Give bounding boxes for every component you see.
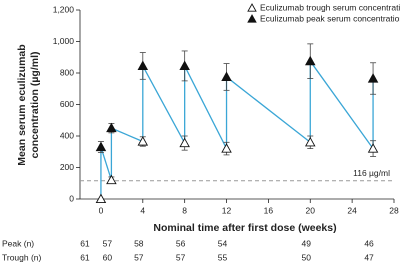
table-cell: 58 [134,238,144,248]
y-tick-label: 400 [60,130,74,140]
marker [221,71,232,81]
legend-marker [247,14,257,23]
table-cell: 54 [218,238,228,248]
table-cell: 55 [218,252,228,262]
marker [305,55,316,66]
x-tick-label: 8 [182,205,187,215]
series-line [100,146,113,181]
table-cell: 60 [103,252,113,262]
legend-label: Eculizumab peak serum concentration [260,13,400,23]
marker [179,137,190,148]
marker [95,141,107,152]
marker [106,174,117,185]
reference-label: 116 µg/ml [353,168,390,178]
y-tick-label: 200 [60,162,74,172]
y-tick-label: 1,200 [53,4,75,14]
x-tick-label: 20 [306,205,316,215]
y-tick-label: 800 [60,67,74,77]
table-cell: 46 [364,238,374,248]
marker [179,60,190,70]
table-cell: 56 [176,238,186,248]
marker [137,60,149,70]
table-cell: 49 [302,238,312,248]
marker [367,73,379,83]
table-cell: 61 [80,238,90,248]
x-axis-title: Nominal time after first dose (weeks) [153,222,336,234]
series-line [309,60,374,149]
marker [106,122,117,133]
marker [367,143,379,153]
x-tick-label: 12 [222,205,232,215]
legend-marker [247,3,257,12]
table-cell: 57 [134,252,144,262]
series-line [142,65,186,144]
table-cell: 50 [302,252,312,262]
series-line [111,127,144,143]
x-tick-label: 24 [347,205,357,215]
table-row-label: Trough (n) [2,252,42,262]
legend-label: Eculizumab trough serum concentration [260,2,400,12]
table-cell: 57 [176,252,186,262]
table-row-label: Peak (n) [2,238,34,248]
table-cell: 61 [80,252,90,262]
marker [221,143,232,153]
table-cell: 57 [103,238,113,248]
marker [95,193,107,204]
y-tick-label: 0 [69,193,74,203]
y-axis-title: concentration (µg/ml) [29,52,41,159]
x-tick-label: 4 [140,205,145,215]
y-tick-label: 1,000 [53,36,75,46]
marker [137,136,149,146]
x-tick-label: 0 [99,205,104,215]
x-tick-label: 28 [389,205,399,215]
y-axis-title: Mean serum eculizumab [16,44,28,165]
table-cell: 47 [364,252,374,262]
series-line [226,76,311,143]
marker [305,136,316,147]
series-line [184,65,228,149]
x-tick-label: 16 [264,205,274,215]
y-tick-label: 600 [60,99,74,109]
